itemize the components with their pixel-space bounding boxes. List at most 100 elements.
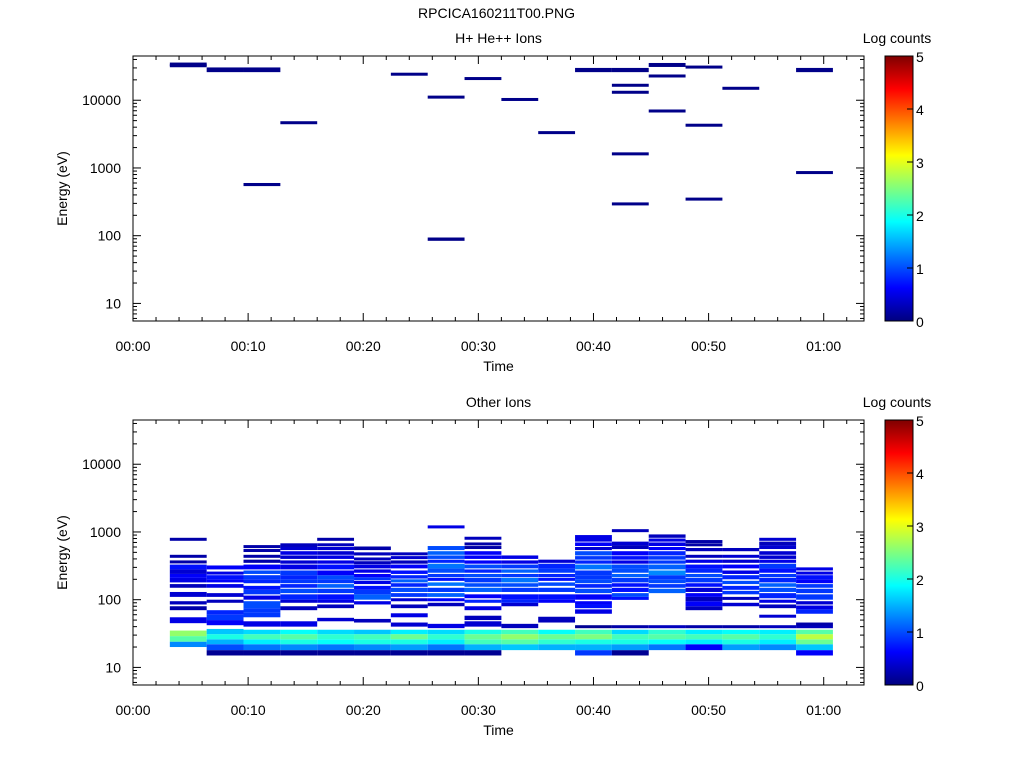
heatmap-cell xyxy=(796,629,833,635)
heatmap-cell xyxy=(611,545,649,550)
heatmap-cell xyxy=(464,583,502,587)
heatmap-cell xyxy=(354,546,391,551)
heatmap-cell xyxy=(354,629,391,635)
heatmap-cell xyxy=(611,67,649,73)
heatmap-cell xyxy=(759,577,797,583)
heatmap-cell xyxy=(280,644,318,651)
heatmap-cell xyxy=(538,616,576,623)
heatmap-cell xyxy=(501,555,539,559)
heatmap-cell xyxy=(722,575,760,580)
heatmap-cell xyxy=(390,72,428,76)
heatmap-cell xyxy=(206,620,244,626)
heatmap-cell xyxy=(390,598,428,602)
heatmap-cell xyxy=(648,74,686,78)
heatmap-cell xyxy=(243,621,281,627)
colorbar-tick-label: 3 xyxy=(916,155,924,171)
heatmap-cell xyxy=(243,629,281,635)
heatmap-cell xyxy=(243,67,281,73)
heatmap-cell xyxy=(796,601,833,605)
heatmap-cell xyxy=(759,568,797,573)
x-tick-label: 00:30 xyxy=(461,338,496,354)
heatmap-cell xyxy=(280,543,318,547)
heatmap-cell xyxy=(648,634,686,640)
heatmap-cell xyxy=(390,622,428,627)
heatmap-cell xyxy=(169,641,207,648)
heatmap-cell xyxy=(759,559,797,563)
heatmap-cell xyxy=(722,639,760,645)
heatmap-cell xyxy=(575,594,612,600)
heatmap-cell xyxy=(206,575,244,580)
heatmap-cell xyxy=(427,563,465,569)
y-axis-label: Energy (eV) xyxy=(54,151,70,226)
heatmap-cell xyxy=(759,634,797,640)
heatmap-cell xyxy=(685,583,723,587)
heatmap-cell xyxy=(611,644,649,651)
heatmap-cell xyxy=(611,577,649,583)
heatmap-cell xyxy=(169,573,207,578)
heatmap-cell xyxy=(206,639,244,645)
heatmap-cell xyxy=(390,570,428,574)
heatmap-cell xyxy=(243,639,281,645)
heatmap-cell xyxy=(280,579,318,584)
heatmap-cell xyxy=(796,567,833,571)
panel-title: Other Ions xyxy=(466,394,531,410)
heatmap-cells xyxy=(169,62,833,241)
heatmap-cell xyxy=(648,551,686,556)
heatmap-cell xyxy=(648,560,686,564)
heatmap-cell xyxy=(206,599,244,603)
heatmap-cell xyxy=(759,545,797,550)
heatmap-cell xyxy=(317,537,355,541)
heatmap-cell xyxy=(722,634,760,640)
heatmap-cell xyxy=(354,585,391,590)
heatmap-cell xyxy=(759,583,797,587)
heatmap-cell xyxy=(759,555,797,559)
heatmap-cell xyxy=(464,606,502,611)
h-ions-heatmap: 00:00 00:10 00:20 00:30 00:40 00:50 01:0010100… xyxy=(54,30,931,374)
heatmap-cell xyxy=(390,650,428,656)
x-tick-label: 00:20 xyxy=(346,338,381,354)
heatmap-cell xyxy=(796,639,833,645)
heatmap-cell xyxy=(796,650,833,656)
heatmap-cell xyxy=(501,577,539,583)
heatmap-cell xyxy=(206,579,244,583)
heatmap-cell xyxy=(169,617,207,624)
heatmap-cell xyxy=(464,644,502,651)
x-tick-label: 00:50 xyxy=(691,338,726,354)
heatmap-cell xyxy=(611,625,649,629)
heatmap-cell xyxy=(354,644,391,651)
heatmap-cell xyxy=(317,579,355,584)
heatmap-cell xyxy=(611,556,649,560)
heatmap-cell xyxy=(206,565,244,570)
heatmap-cell xyxy=(169,564,207,570)
heatmap-cell xyxy=(427,573,465,578)
heatmap-cell xyxy=(501,564,539,569)
heatmap-cell xyxy=(354,557,391,561)
heatmap-cell xyxy=(648,579,686,584)
heatmap-cell xyxy=(575,579,612,584)
heatmap-cell xyxy=(354,552,391,556)
heatmap-cell xyxy=(611,650,649,656)
heatmap-cell xyxy=(427,525,465,529)
heatmap-cell xyxy=(280,551,318,555)
x-axis-label: Time xyxy=(483,358,514,374)
heatmap-cell xyxy=(169,601,207,605)
heatmap-cell xyxy=(317,639,355,645)
colorbar-label: Log counts xyxy=(863,394,932,410)
heatmap-cell xyxy=(685,568,723,573)
heatmap-cell xyxy=(464,77,502,81)
y-tick-label: 10000 xyxy=(82,92,121,108)
heatmap-cell xyxy=(648,588,686,594)
heatmap-cell xyxy=(796,67,833,73)
heatmap-cell xyxy=(427,551,465,555)
heatmap-cell xyxy=(317,570,355,576)
heatmap-cell xyxy=(759,573,797,578)
heatmap-cell xyxy=(464,639,502,645)
x-tick-label: 00:50 xyxy=(691,702,726,718)
heatmap-cell xyxy=(206,584,244,588)
heatmap-cell xyxy=(243,559,281,563)
heatmap-cell xyxy=(317,555,355,559)
heatmap-cell xyxy=(317,564,355,570)
heatmap-cell xyxy=(280,560,318,564)
heatmap-cell xyxy=(685,625,723,629)
heatmap-cell xyxy=(575,535,612,539)
